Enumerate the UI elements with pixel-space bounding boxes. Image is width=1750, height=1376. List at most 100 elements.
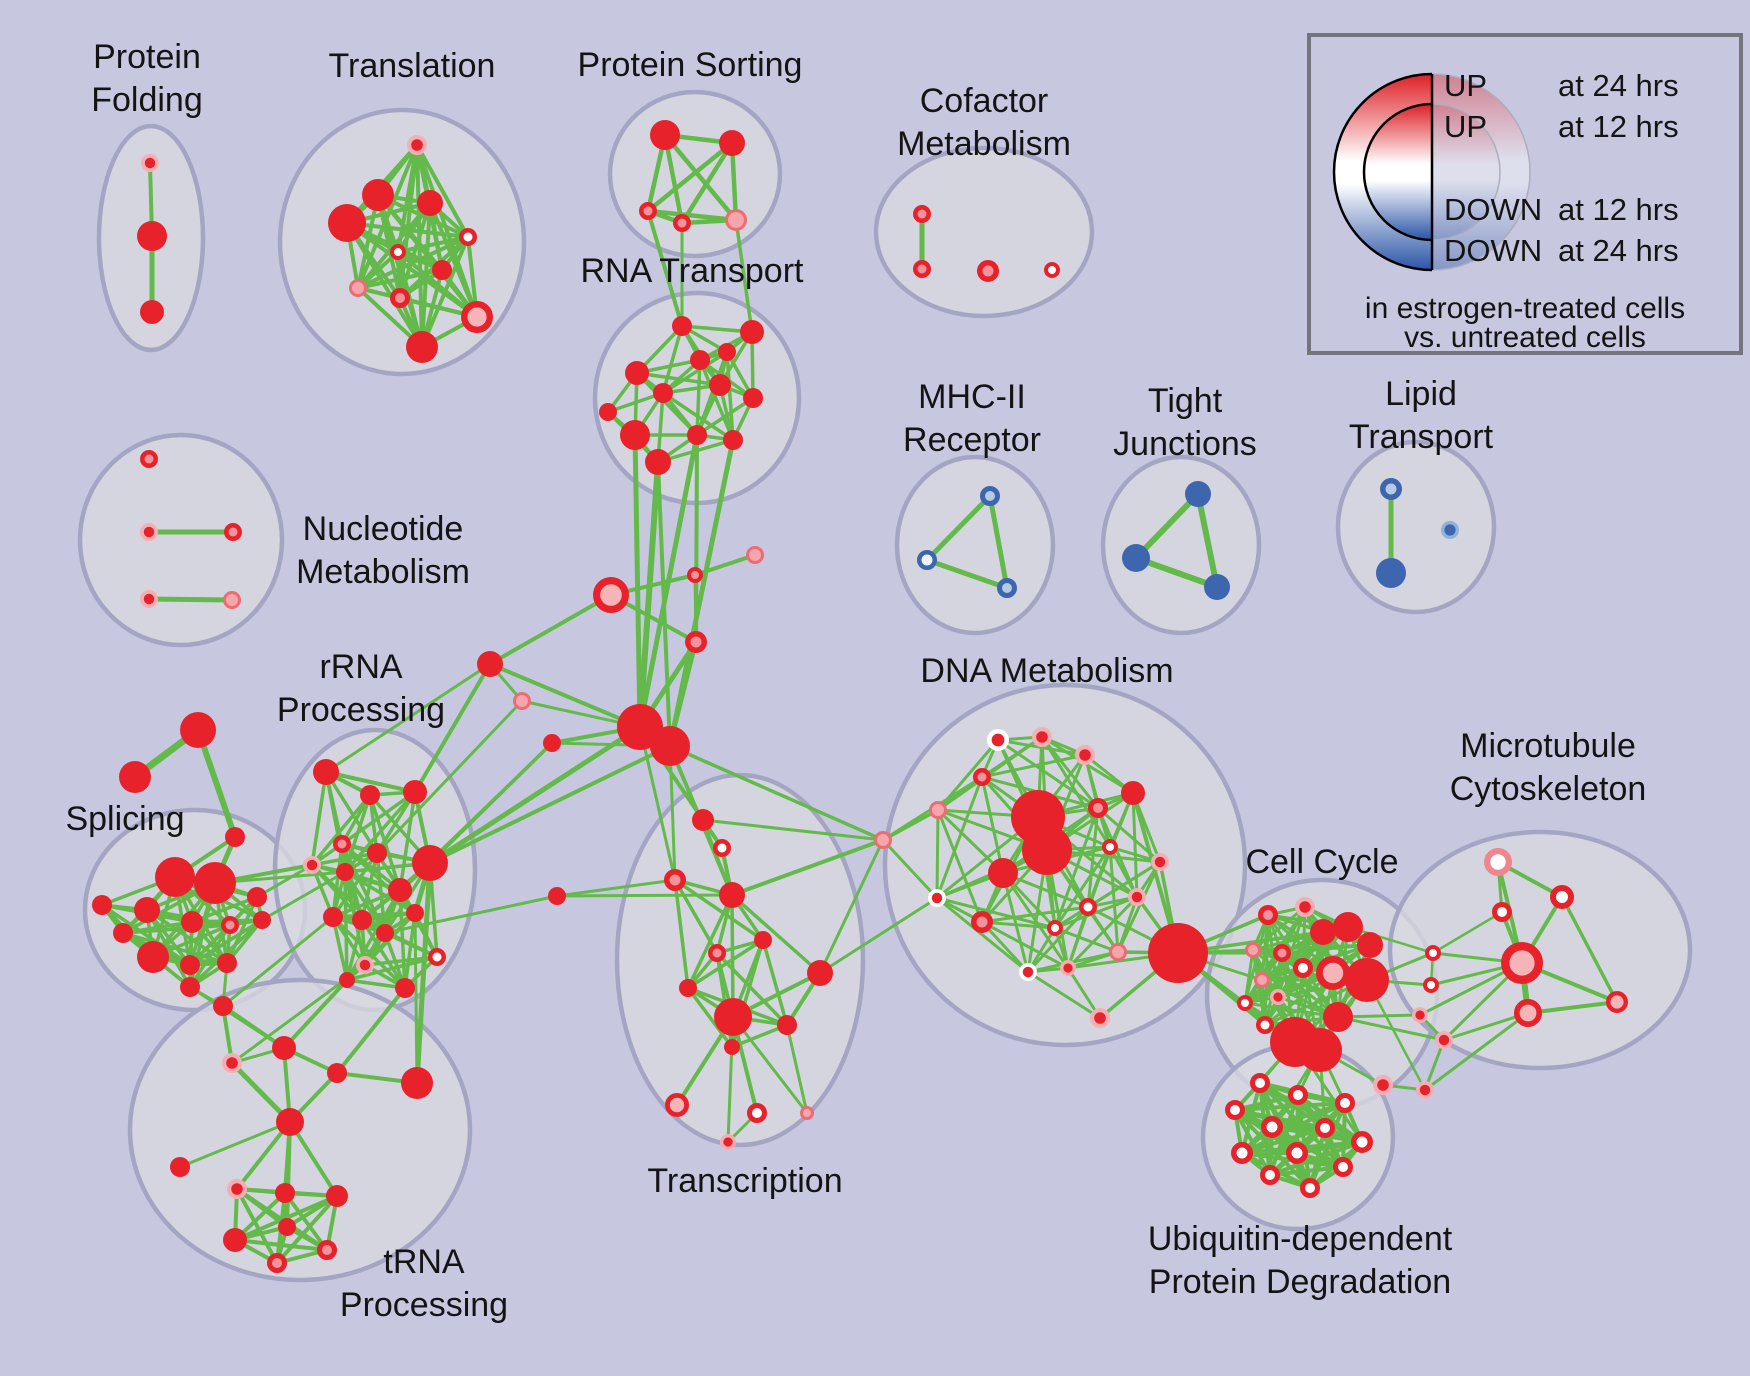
gene-node [388, 878, 412, 902]
edge [731, 838, 884, 897]
gene-node [1128, 888, 1147, 907]
gene-node [275, 1183, 295, 1203]
gene-node [718, 343, 736, 361]
gene-node [403, 780, 427, 804]
gene-node [362, 179, 394, 211]
edge [398, 791, 417, 891]
cluster-region-translation [277, 107, 527, 377]
cluster-region-cofactor-metabolism [873, 145, 1095, 319]
gene-node [1225, 1100, 1245, 1120]
gene-node [1288, 1085, 1308, 1105]
gene-node [800, 1106, 814, 1120]
gene-node [1109, 943, 1127, 961]
gene-node [625, 361, 649, 385]
edge [980, 920, 1030, 974]
edge [1337, 1015, 1445, 1042]
gene-node [1423, 977, 1439, 993]
cluster-label-cofactor-metabolism: Cofactor Metabolism [897, 82, 1071, 163]
edge [261, 870, 346, 922]
gene-node [406, 904, 424, 922]
gene-node [140, 153, 159, 172]
gene-node [1310, 919, 1336, 945]
edge [428, 724, 642, 866]
edge [375, 699, 524, 855]
gene-node [339, 972, 355, 988]
edge [283, 1191, 329, 1252]
edge [1116, 861, 1162, 953]
gene-node [247, 887, 267, 907]
gene-node [181, 911, 203, 933]
gene-node [986, 728, 1009, 751]
legend-direction-0: UP [1444, 68, 1487, 103]
gene-node [461, 301, 494, 334]
gene-node [352, 910, 372, 930]
legend-time-0: at 24 hrs [1558, 68, 1679, 103]
edge [647, 208, 737, 223]
gene-node [639, 202, 657, 220]
edge [340, 790, 417, 846]
gene-node [1258, 905, 1278, 925]
gene-node [428, 948, 446, 966]
edge [1040, 736, 1112, 848]
legend-direction-3: DOWN [1444, 233, 1542, 268]
cluster-label-rrna-processing: rRNA Processing [277, 648, 445, 729]
edge [662, 350, 728, 395]
gene-node [139, 523, 158, 542]
edge [1560, 896, 1619, 1003]
edge [222, 915, 334, 1008]
edge [1066, 895, 1139, 970]
gene-node [1270, 988, 1287, 1005]
edge [556, 878, 676, 898]
edge [311, 851, 378, 867]
gene-node [390, 288, 410, 308]
edge [179, 1120, 291, 1169]
gene-node [913, 205, 931, 223]
gene-node [917, 550, 937, 570]
legend-circle-solid-half [1332, 72, 1432, 272]
edge [638, 726, 677, 881]
gene-node [997, 578, 1017, 598]
gene-node [276, 1108, 304, 1136]
edge [980, 776, 1005, 874]
gene-node [719, 882, 745, 908]
gene-node [390, 244, 406, 260]
gene-node [1254, 972, 1270, 988]
gene-node [1102, 839, 1118, 855]
gene-node [672, 316, 692, 336]
gene-node [327, 1063, 347, 1083]
gene-node [1605, 991, 1628, 1014]
edge [310, 863, 387, 935]
edge [335, 986, 407, 1075]
edge [214, 870, 346, 885]
gene-node [1550, 885, 1574, 909]
edge [189, 918, 263, 967]
edge [310, 771, 328, 866]
gene-node [140, 300, 164, 324]
gene-node [1250, 1073, 1270, 1093]
edge [325, 770, 416, 794]
legend-time-1: at 12 hrs [1558, 109, 1679, 144]
gene-node [459, 228, 477, 246]
edge [310, 793, 372, 867]
gene-node [313, 759, 339, 785]
gene-node [303, 856, 322, 875]
edge [881, 838, 939, 900]
gene-node [180, 977, 200, 997]
gene-node [328, 204, 366, 242]
gene-node [333, 835, 351, 853]
gene-node [1345, 958, 1389, 1002]
gene-node [1293, 958, 1313, 978]
cluster-label-microtubule-cytoskeleton: Microtubule Cytoskeleton [1450, 727, 1647, 808]
gene-node [980, 486, 1000, 506]
cluster-region-mhc-ii-receptor [894, 454, 1056, 636]
edge [1001, 872, 1030, 973]
edge [256, 863, 313, 899]
edge [332, 888, 401, 919]
edge [146, 908, 228, 965]
gene-node [1376, 558, 1406, 588]
legend-time-2: at 12 hrs [1558, 192, 1679, 227]
edge [1086, 807, 1100, 908]
gene-node [724, 1039, 740, 1055]
gene-node [690, 350, 710, 370]
gene-node [1380, 478, 1402, 500]
